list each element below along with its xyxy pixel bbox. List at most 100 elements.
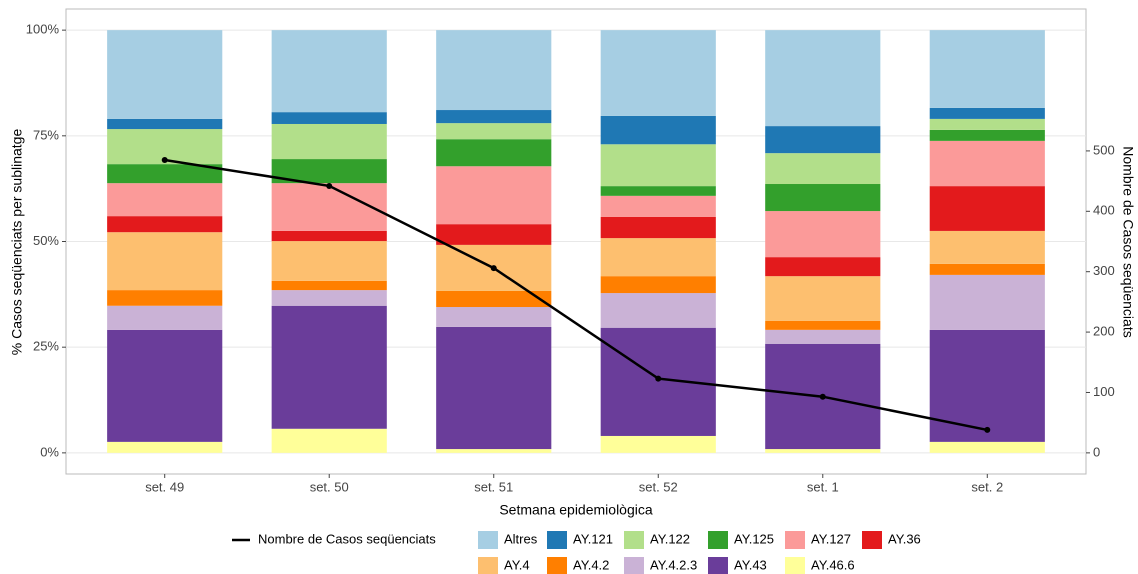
bar-segment (600, 435, 716, 453)
bar-segment (929, 140, 1045, 187)
bar-segment (929, 129, 1045, 141)
bar-segment (600, 186, 716, 196)
x-tick-label: set. 2 (971, 479, 1003, 494)
legend-key (708, 557, 728, 574)
legend-label: Altres (504, 531, 538, 546)
y-tick-label: 75% (33, 127, 59, 142)
bar-segment (765, 276, 881, 321)
bar-segment (107, 305, 223, 330)
bar-segment (107, 441, 223, 453)
x-tick-label: set. 51 (474, 479, 513, 494)
y2-tick-label: 0 (1093, 444, 1100, 459)
bar-segment (271, 183, 387, 231)
bar-segment (600, 115, 716, 145)
bar-segment (271, 280, 387, 291)
bar-segment (107, 290, 223, 306)
y2-tick-label: 500 (1093, 142, 1115, 157)
bar-segment (107, 118, 223, 130)
bar-segment (765, 126, 881, 154)
bar-segment (600, 276, 716, 294)
bar-segment (436, 123, 552, 140)
bar-segment (929, 230, 1045, 264)
y2-tick-label: 400 (1093, 203, 1115, 218)
bar-segment (271, 230, 387, 242)
legend-label: Nombre de Casos seqüenciats (258, 531, 436, 546)
bar-segment (107, 164, 223, 184)
x-tick-label: set. 52 (639, 479, 678, 494)
bar-segment (765, 257, 881, 277)
bar-segment (436, 224, 552, 245)
bar-segment (107, 216, 223, 233)
bar-segment (929, 329, 1045, 442)
y2-tick-label: 200 (1093, 324, 1115, 339)
x-tick-label: set. 49 (145, 479, 184, 494)
legend-key (785, 531, 805, 549)
bar-segment (271, 30, 387, 113)
line (164, 158, 988, 432)
bar-segment (929, 107, 1045, 119)
bar-segment (929, 274, 1045, 330)
y-tick-label: 25% (33, 339, 59, 354)
legend-key (547, 557, 567, 574)
bar-segment (929, 118, 1045, 130)
bar-segment (929, 441, 1045, 453)
line-point (655, 375, 662, 382)
y-tick-label: 0% (40, 444, 59, 459)
bar-segment (765, 153, 881, 185)
bar-segment (929, 263, 1045, 275)
bar-segment (107, 183, 223, 217)
legend-label: AY.4.2.3 (650, 557, 697, 572)
legend-key (785, 557, 805, 574)
y2-tick-label: 100 (1093, 384, 1115, 399)
legend-key (478, 557, 498, 574)
line-point (161, 156, 168, 163)
legend-label: AY.125 (734, 531, 774, 546)
bar-segment (600, 238, 716, 277)
bar-segment (107, 329, 223, 442)
bar-segment (436, 110, 552, 124)
y-tick-label: 100% (26, 22, 60, 37)
x-tick-label: set. 1 (807, 479, 839, 494)
legend-label: AY.127 (811, 531, 851, 546)
bar-segment (929, 186, 1045, 231)
legend-label: AY.122 (650, 531, 690, 546)
line-point (326, 182, 333, 189)
bar-segment (107, 30, 223, 119)
bar-segment (600, 293, 716, 328)
bar-segment (765, 184, 881, 212)
y-tick-label: 50% (33, 233, 59, 248)
bar-segment (600, 195, 716, 217)
legend-key (708, 531, 728, 549)
legend-label: AY.121 (573, 531, 613, 546)
bar-segment (765, 30, 881, 127)
y2-axis-title: Nombre de Casos seqüenciats (1120, 146, 1136, 337)
bar-segment (271, 123, 387, 160)
x-tick-label: set. 50 (310, 479, 349, 494)
legend-label: AY.43 (734, 557, 767, 572)
y-axis-title: % Casos seqüenciats per sublinatge (9, 129, 25, 356)
bar-segment (765, 320, 881, 330)
legend-key (862, 531, 882, 549)
legend-label: AY.36 (888, 531, 921, 546)
bar-segment (436, 290, 552, 308)
bar-segment (436, 449, 552, 453)
legend-key (478, 531, 498, 549)
x-axis-title: Setmana epidemiològica (499, 502, 653, 518)
legend-label: AY.4 (504, 557, 530, 572)
legend-label: AY.4.2 (573, 557, 609, 572)
bar-segment (271, 305, 387, 429)
bar-segment (436, 30, 552, 111)
legend-key (624, 557, 644, 574)
bar-segment (436, 326, 552, 450)
y2-tick-label: 300 (1093, 263, 1115, 278)
bar-segment (271, 112, 387, 124)
bar-segment (271, 290, 387, 306)
line-point (819, 393, 826, 400)
bar-segment (600, 216, 716, 239)
line-point (984, 426, 991, 433)
bar-segment (600, 144, 716, 187)
bar-segment (436, 139, 552, 167)
bar-segment (765, 211, 881, 258)
legend-key (624, 531, 644, 549)
